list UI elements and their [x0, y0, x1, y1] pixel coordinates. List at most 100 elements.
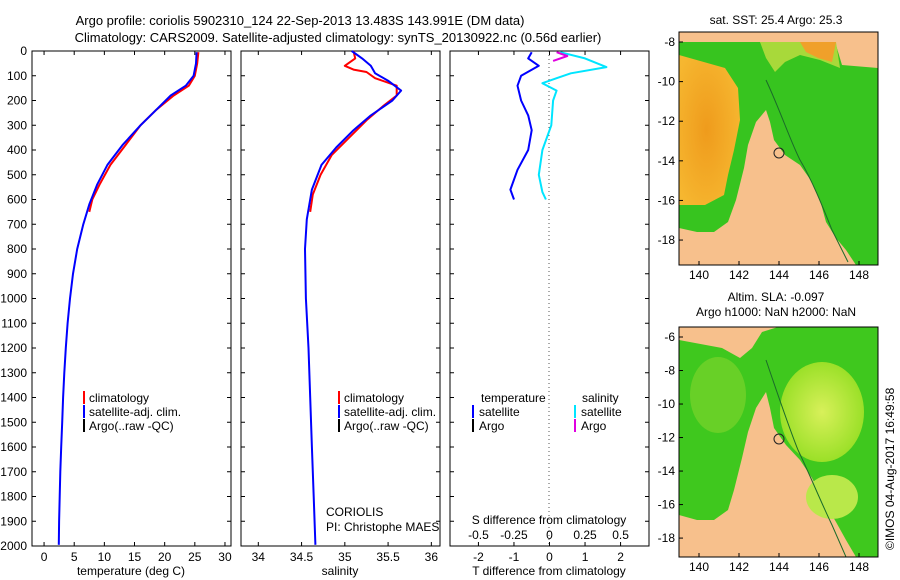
- sla-map-argo-heights: Argo h1000: NaN h2000: NaN: [696, 305, 856, 319]
- argo-position-marker: [773, 147, 785, 159]
- longitude-tick-label: 146: [809, 268, 829, 282]
- legend-label-climatology: climatology: [344, 391, 404, 405]
- depth-tick-label: 100: [7, 69, 27, 83]
- temperature-legend: climatology satellite-adj. clim. Argo(..…: [83, 391, 181, 433]
- temperature-axis-ticks: 0 5 10 15 20 25 30: [41, 51, 232, 564]
- depth-tick-label: 900: [7, 267, 27, 281]
- depth-tick-label: 1000: [0, 292, 27, 306]
- depth-tick-label: 1400: [0, 391, 27, 405]
- latitude-tick-label: -14: [658, 154, 676, 168]
- latitude-tick-label: -14: [658, 464, 676, 478]
- latitude-tick-label: -8: [664, 364, 675, 378]
- x-tick-label: 5: [71, 550, 78, 564]
- sst-map-title: sat. SST: 25.4 Argo: 25.3: [710, 13, 843, 27]
- salinity-panel: 34 34.5 35 35.5 36 salinity climatology sate…: [240, 50, 441, 578]
- pi-label: PI: Christophe MAES: [326, 520, 439, 534]
- sst-strait-warm: [800, 42, 836, 62]
- depth-tick-label: 1800: [0, 490, 27, 504]
- x-tick-label: 0: [546, 550, 553, 564]
- x-tick-label: 25: [188, 550, 202, 564]
- x-tick-label: 0: [41, 550, 48, 564]
- temperature-panel: 0100200300400500600700800900100011001200…: [0, 44, 232, 578]
- depth-tick-label: 1300: [0, 366, 27, 380]
- depth-tick-label: 1500: [0, 415, 27, 429]
- x-tick-label: 15: [128, 550, 142, 564]
- difference-depth-ticks: [450, 50, 649, 547]
- latitude-tick-label: -12: [658, 431, 676, 445]
- s-difference-tick-label: 0: [546, 528, 553, 542]
- legend-title-temperature: temperature: [481, 391, 546, 405]
- salinity-depth-ticks: [241, 50, 440, 547]
- legend-label-t-argo: Argo: [479, 419, 505, 433]
- sst-warm-pool: [679, 55, 740, 205]
- s-difference-tick-label: 0.5: [612, 528, 629, 542]
- depth-tick-label: 300: [7, 118, 27, 132]
- longitude-tick-label: 144: [769, 268, 789, 282]
- sla-map-panel: Altim. SLA: -0.097 Argo h1000: NaN h2000…: [658, 290, 879, 574]
- header-line2: Climatology: CARS2009. Satellite-adjuste…: [75, 30, 602, 45]
- temperature-xlabel: temperature (deg C): [77, 564, 185, 578]
- x-tick-label: -2: [473, 550, 484, 564]
- depth-axis-ticks: 0 100 200 300 400 500 600 700 800 900 1000 1100 1200…: [0, 44, 231, 553]
- x-tick-label: 30: [218, 550, 232, 564]
- s-difference-tick-label: 0.25: [573, 528, 597, 542]
- longitude-tick-label: 148: [849, 560, 869, 574]
- difference-panel: -2 -1 0 1 2 -0.5 -0.25 0 0.25 0.5 S difference fr…: [449, 50, 650, 578]
- x-tick-label: 35: [338, 550, 352, 564]
- salinity-plot-frame: [240, 50, 441, 547]
- series-line-s-satellite: [537, 51, 608, 200]
- longitude-tick-label: 140: [689, 560, 709, 574]
- depth-tick-label: 1900: [0, 514, 27, 528]
- latitude-tick-label: -12: [658, 114, 676, 128]
- depth-tick-label: 500: [7, 168, 27, 182]
- latitude-tick-label: -16: [658, 193, 676, 207]
- depth-tick-label: 700: [7, 217, 27, 231]
- depth-tick-label: 2000: [0, 539, 27, 553]
- salinity-xlabel: salinity: [322, 564, 359, 578]
- sst-map-panel: sat. SST: 25.4 Argo: 25.3 140 142 144 146 14…: [658, 13, 879, 282]
- latitude-tick-label: -8: [664, 35, 675, 49]
- institution-label: CORIOLIS: [326, 505, 383, 519]
- latitude-tick-label: -10: [658, 75, 676, 89]
- depth-tick-label: 1600: [0, 440, 27, 454]
- depth-tick-label: 1200: [0, 341, 27, 355]
- sst-bathymetry-contour: [765, 79, 849, 263]
- s-difference-tick-label: -0.25: [500, 528, 528, 542]
- longitude-tick-label: 140: [689, 268, 709, 282]
- latitude-tick-label: -18: [658, 233, 676, 247]
- longitude-tick-label: 144: [769, 560, 789, 574]
- legend-label-s-argo: Argo: [581, 419, 607, 433]
- latitude-tick-label: -6: [664, 330, 675, 344]
- header-line1: Argo profile: coriolis 5902310_124 22-Se…: [76, 13, 525, 28]
- sla-secondary-anomaly: [806, 475, 858, 519]
- depth-tick-label: 1700: [0, 465, 27, 479]
- legend-label-satellite: satellite-adj. clim.: [89, 405, 181, 419]
- latitude-tick-label: -16: [658, 498, 676, 512]
- salinity-axis-ticks: 34 34.5 35 35.5 36: [252, 51, 438, 564]
- legend-title-salinity: salinity: [582, 391, 619, 405]
- latitude-tick-label: -18: [658, 531, 676, 545]
- longitude-tick-label: 142: [729, 268, 749, 282]
- depth-tick-label: 0: [20, 44, 27, 58]
- series-line-t-satellite: [509, 51, 540, 200]
- x-tick-label: 34.5: [290, 550, 314, 564]
- x-tick-label: -1: [509, 550, 520, 564]
- x-tick-label: 1: [582, 550, 589, 564]
- sla-bathymetry-contour: [765, 359, 847, 557]
- salinity-legend: climatology satellite-adj. clim. Argo(..…: [338, 391, 436, 433]
- legend-label-satellite: satellite-adj. clim.: [344, 405, 436, 419]
- depth-tick-label: 1100: [1, 316, 27, 330]
- temperature-plot-frame: [31, 50, 232, 547]
- latitude-tick-label: -10: [658, 397, 676, 411]
- credit-timestamp: ©IMOS 04-Aug-2017 16:49:58: [883, 387, 897, 550]
- x-tick-label: 2: [617, 550, 624, 564]
- difference-legend: temperature salinity satellite Argo sate…: [472, 391, 622, 433]
- depth-tick-label: 400: [7, 143, 27, 157]
- s-difference-tick-label: -0.5: [468, 528, 489, 542]
- legend-label-argo: Argo(..raw -QC): [89, 419, 174, 433]
- salinity-series: [304, 50, 403, 545]
- t-difference-label: T difference from climatology: [472, 564, 626, 578]
- x-tick-label: 35.5: [376, 550, 400, 564]
- x-tick-label: 20: [158, 550, 172, 564]
